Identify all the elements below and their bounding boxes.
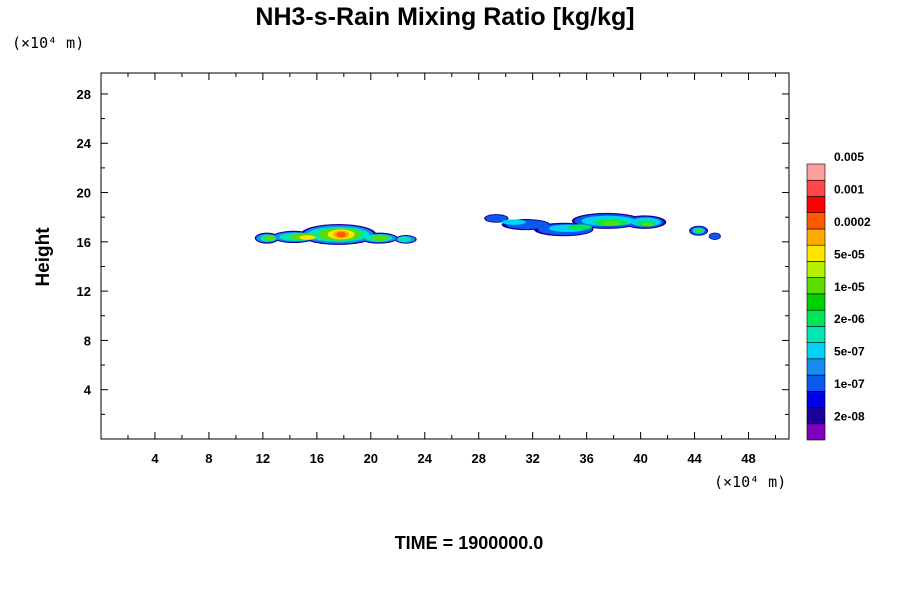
x-tick-label: 36: [579, 451, 593, 466]
field-contour-peak: [601, 220, 621, 226]
colorbar-label: 0.005: [834, 150, 864, 164]
field-contour: [264, 235, 276, 241]
field-contour: [501, 219, 526, 225]
colorbar-swatch: [806, 277, 826, 295]
y-tick-label: 4: [84, 383, 92, 398]
x-tick-label: 48: [741, 451, 755, 466]
field-contour: [372, 235, 389, 241]
x-tick-label: 28: [471, 451, 485, 466]
colorbar-label: 5e-05: [834, 247, 865, 261]
y-tick-label: 12: [77, 284, 91, 299]
colorbar-label: 1e-05: [834, 280, 865, 294]
x-tick-label: 16: [310, 451, 324, 466]
x-axis: 4 8 12 16 20 24 28 32 36 40 44 48: [127, 73, 777, 466]
colorbar-swatch: [806, 423, 826, 441]
x-tick-label: 40: [633, 451, 647, 466]
colorbar-swatch: [806, 179, 826, 197]
field-contour-peak: [336, 231, 346, 238]
field-contour: [567, 224, 593, 230]
colorbar-swatch: [806, 163, 826, 181]
y-tick-label: 24: [77, 136, 92, 151]
field-contour: [485, 214, 508, 222]
field-contour-peak: [641, 222, 653, 227]
colorbar-swatch: [806, 228, 826, 246]
x-tick-label: 8: [205, 451, 212, 466]
colorbar-swatch: [806, 261, 826, 278]
colorbar-swatch: [806, 390, 826, 408]
colorbar-swatch: [806, 196, 826, 214]
y-tick-label: 8: [84, 333, 91, 348]
y-tick-label: 28: [77, 87, 91, 102]
x-tick-label: 12: [256, 451, 270, 466]
colorbar-label: 2e-08: [834, 410, 865, 424]
chart-title: NH3-s-Rain Mixing Ratio [kg/kg]: [255, 3, 634, 31]
colorbar-swatch: [806, 309, 826, 327]
colorbar-swatch: [806, 244, 826, 262]
colorbar-swatch: [806, 212, 826, 230]
y-tick-label: 20: [77, 186, 91, 201]
colorbar-swatch: [806, 374, 826, 392]
colorbar-swatch: [806, 342, 826, 360]
y-unit-label: (×10⁴ m): [12, 34, 84, 52]
colorbar-label: 0.001: [834, 182, 864, 196]
x-tick-label: 20: [364, 451, 378, 466]
time-label: TIME = 1900000.0: [395, 533, 544, 553]
y-tick-label: 16: [77, 235, 91, 250]
field-contour: [397, 236, 412, 243]
colorbar: 2e-08 1e-07 5e-07 2e-06 1e-05 5e-05 0.0002 0.00…: [806, 150, 871, 441]
colorbar-label: 0.0002: [834, 215, 871, 229]
y-axis-label: Height: [33, 227, 54, 287]
x-tick-label: 44: [687, 451, 702, 466]
colorbar-swatch: [806, 293, 826, 311]
colorbar-label: 5e-07: [834, 345, 865, 359]
colorbar-swatch: [806, 407, 826, 425]
y-axis: 4 8 12 16 20 24 28: [77, 87, 789, 415]
x-unit-label: (×10⁴ m): [714, 473, 786, 491]
colorbar-label: 2e-06: [834, 312, 865, 326]
colorbar-swatch: [806, 358, 826, 376]
field-contour: [709, 233, 720, 240]
plot-frame: [100, 72, 790, 440]
colorbar-label: 1e-07: [834, 377, 865, 391]
colorbar-swatch: [806, 326, 826, 343]
x-tick-label: 32: [525, 451, 539, 466]
field-contour-peak: [696, 229, 702, 233]
x-tick-label: 4: [151, 451, 159, 466]
data-field: [254, 212, 721, 245]
x-tick-label: 24: [418, 451, 433, 466]
field-contour: [299, 235, 316, 240]
